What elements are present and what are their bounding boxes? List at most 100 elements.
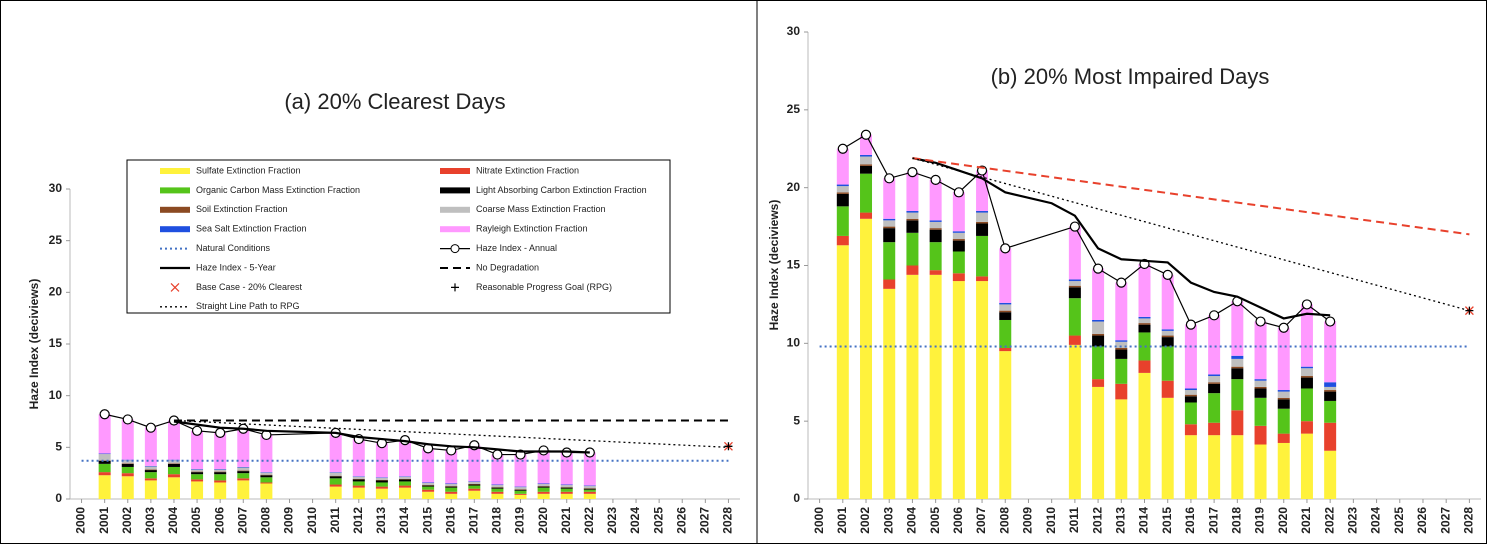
bar-segment	[514, 494, 527, 499]
chart-title: (b) 20% Most Impaired Days	[991, 64, 1270, 89]
bar-segment	[1138, 263, 1151, 317]
bar-segment	[1184, 402, 1197, 425]
bar-segment	[191, 479, 204, 482]
bar-segment	[329, 472, 342, 476]
bar-segment	[1277, 433, 1290, 443]
bar-segment	[883, 228, 896, 243]
legend-swatch	[440, 206, 470, 213]
bar-segment	[468, 485, 481, 489]
bar-segment	[375, 488, 388, 499]
bar-segment	[583, 488, 596, 490]
bar-segment	[399, 487, 411, 499]
bar-segment	[98, 454, 111, 461]
bar-segment	[1138, 372, 1151, 499]
bar-segment	[468, 484, 481, 486]
bar-segment	[1208, 374, 1221, 377]
bar-segment	[1300, 377, 1313, 389]
bar-segment	[1231, 410, 1244, 436]
line-series	[912, 157, 1331, 320]
y-tick-label: 25	[49, 233, 63, 247]
bar-segment	[1138, 318, 1151, 324]
x-tick-label: 2024	[628, 507, 642, 534]
bar-segment	[514, 489, 527, 490]
bar-segment	[375, 479, 388, 481]
bar-segment	[836, 193, 849, 207]
legend-label: Sea Salt Extinction Fraction	[196, 224, 307, 234]
bar-segment	[1115, 358, 1128, 384]
y-tick-label: 0	[55, 491, 62, 505]
bar-segment	[1231, 435, 1244, 499]
bar-segment	[1115, 349, 1128, 359]
bar-segment	[445, 487, 458, 492]
bar-segment	[352, 481, 365, 486]
bar-segment	[1208, 422, 1221, 436]
bar-segment	[167, 459, 180, 461]
x-tick-label: 2001	[835, 507, 849, 534]
bar-segment	[537, 484, 550, 487]
bar-segment	[1254, 444, 1267, 499]
bar-segment	[999, 348, 1012, 352]
bar-segment	[1324, 390, 1337, 392]
bar-segment	[121, 419, 134, 460]
x-tick-label: 2010	[305, 507, 319, 534]
bar-segment	[952, 192, 965, 232]
bar-segment	[1324, 422, 1337, 451]
bar-segment	[468, 490, 481, 499]
bar-segment	[491, 484, 504, 486]
bar-segment	[1208, 435, 1221, 499]
bar-segment	[445, 450, 458, 484]
point	[837, 143, 848, 154]
bar-segment	[1068, 279, 1081, 282]
bar-segment	[422, 482, 435, 483]
bar-segment	[1277, 442, 1290, 499]
bar-segment	[906, 172, 919, 212]
x-tick-label: 2022	[582, 507, 596, 534]
bar-segment	[1300, 388, 1313, 422]
bar-segment	[491, 493, 504, 499]
bar-segment	[1092, 333, 1105, 336]
x-tick-label: 2027	[1438, 507, 1452, 534]
x-tick-label: 2019	[1253, 507, 1267, 534]
x-tick-label: 2011	[328, 507, 342, 533]
bar-segment	[214, 469, 227, 472]
bar-segment	[1254, 321, 1267, 380]
bar-segment	[167, 477, 180, 499]
bar-segment	[329, 476, 342, 479]
bar-segment	[560, 487, 573, 488]
legend-swatch	[440, 187, 470, 194]
bar-segment	[399, 476, 411, 477]
bar-segment	[537, 493, 550, 499]
bar-segment	[468, 481, 481, 485]
legend-label: Haze Index - Annual	[476, 243, 557, 253]
bar-segment	[191, 481, 204, 499]
bar-segment	[537, 491, 550, 494]
bar-segment	[1161, 380, 1174, 398]
bar-segment	[1277, 390, 1290, 392]
bar-segment	[1277, 397, 1290, 400]
x-tick-label: 2021	[559, 507, 573, 534]
bar-segment	[860, 164, 873, 166]
bar-segment	[860, 212, 873, 219]
bar-segment	[1254, 397, 1267, 426]
x-tick-label: 2012	[1090, 507, 1104, 534]
bar-segment	[952, 273, 965, 282]
bar-segment	[1184, 396, 1197, 403]
bar-segment	[836, 184, 849, 187]
bar-segment	[1208, 376, 1221, 383]
point	[1092, 263, 1104, 274]
legend-label: Light Absorbing Carbon Extinction Fracti…	[476, 185, 647, 195]
bar-segment	[1254, 379, 1267, 381]
bar-segment	[121, 463, 134, 467]
x-tick-label: 2022	[1322, 507, 1336, 534]
bar-segment	[191, 472, 204, 475]
bar-segment	[260, 475, 273, 478]
bar-segment	[560, 493, 573, 499]
bar-segment	[191, 471, 204, 473]
bar-segment	[1254, 380, 1267, 387]
x-tick-label: 2013	[1113, 507, 1127, 534]
bar-segment	[445, 483, 458, 485]
bar-segment	[214, 472, 227, 475]
x-tick-label: 2026	[674, 507, 688, 534]
bar-segment	[1115, 282, 1128, 341]
